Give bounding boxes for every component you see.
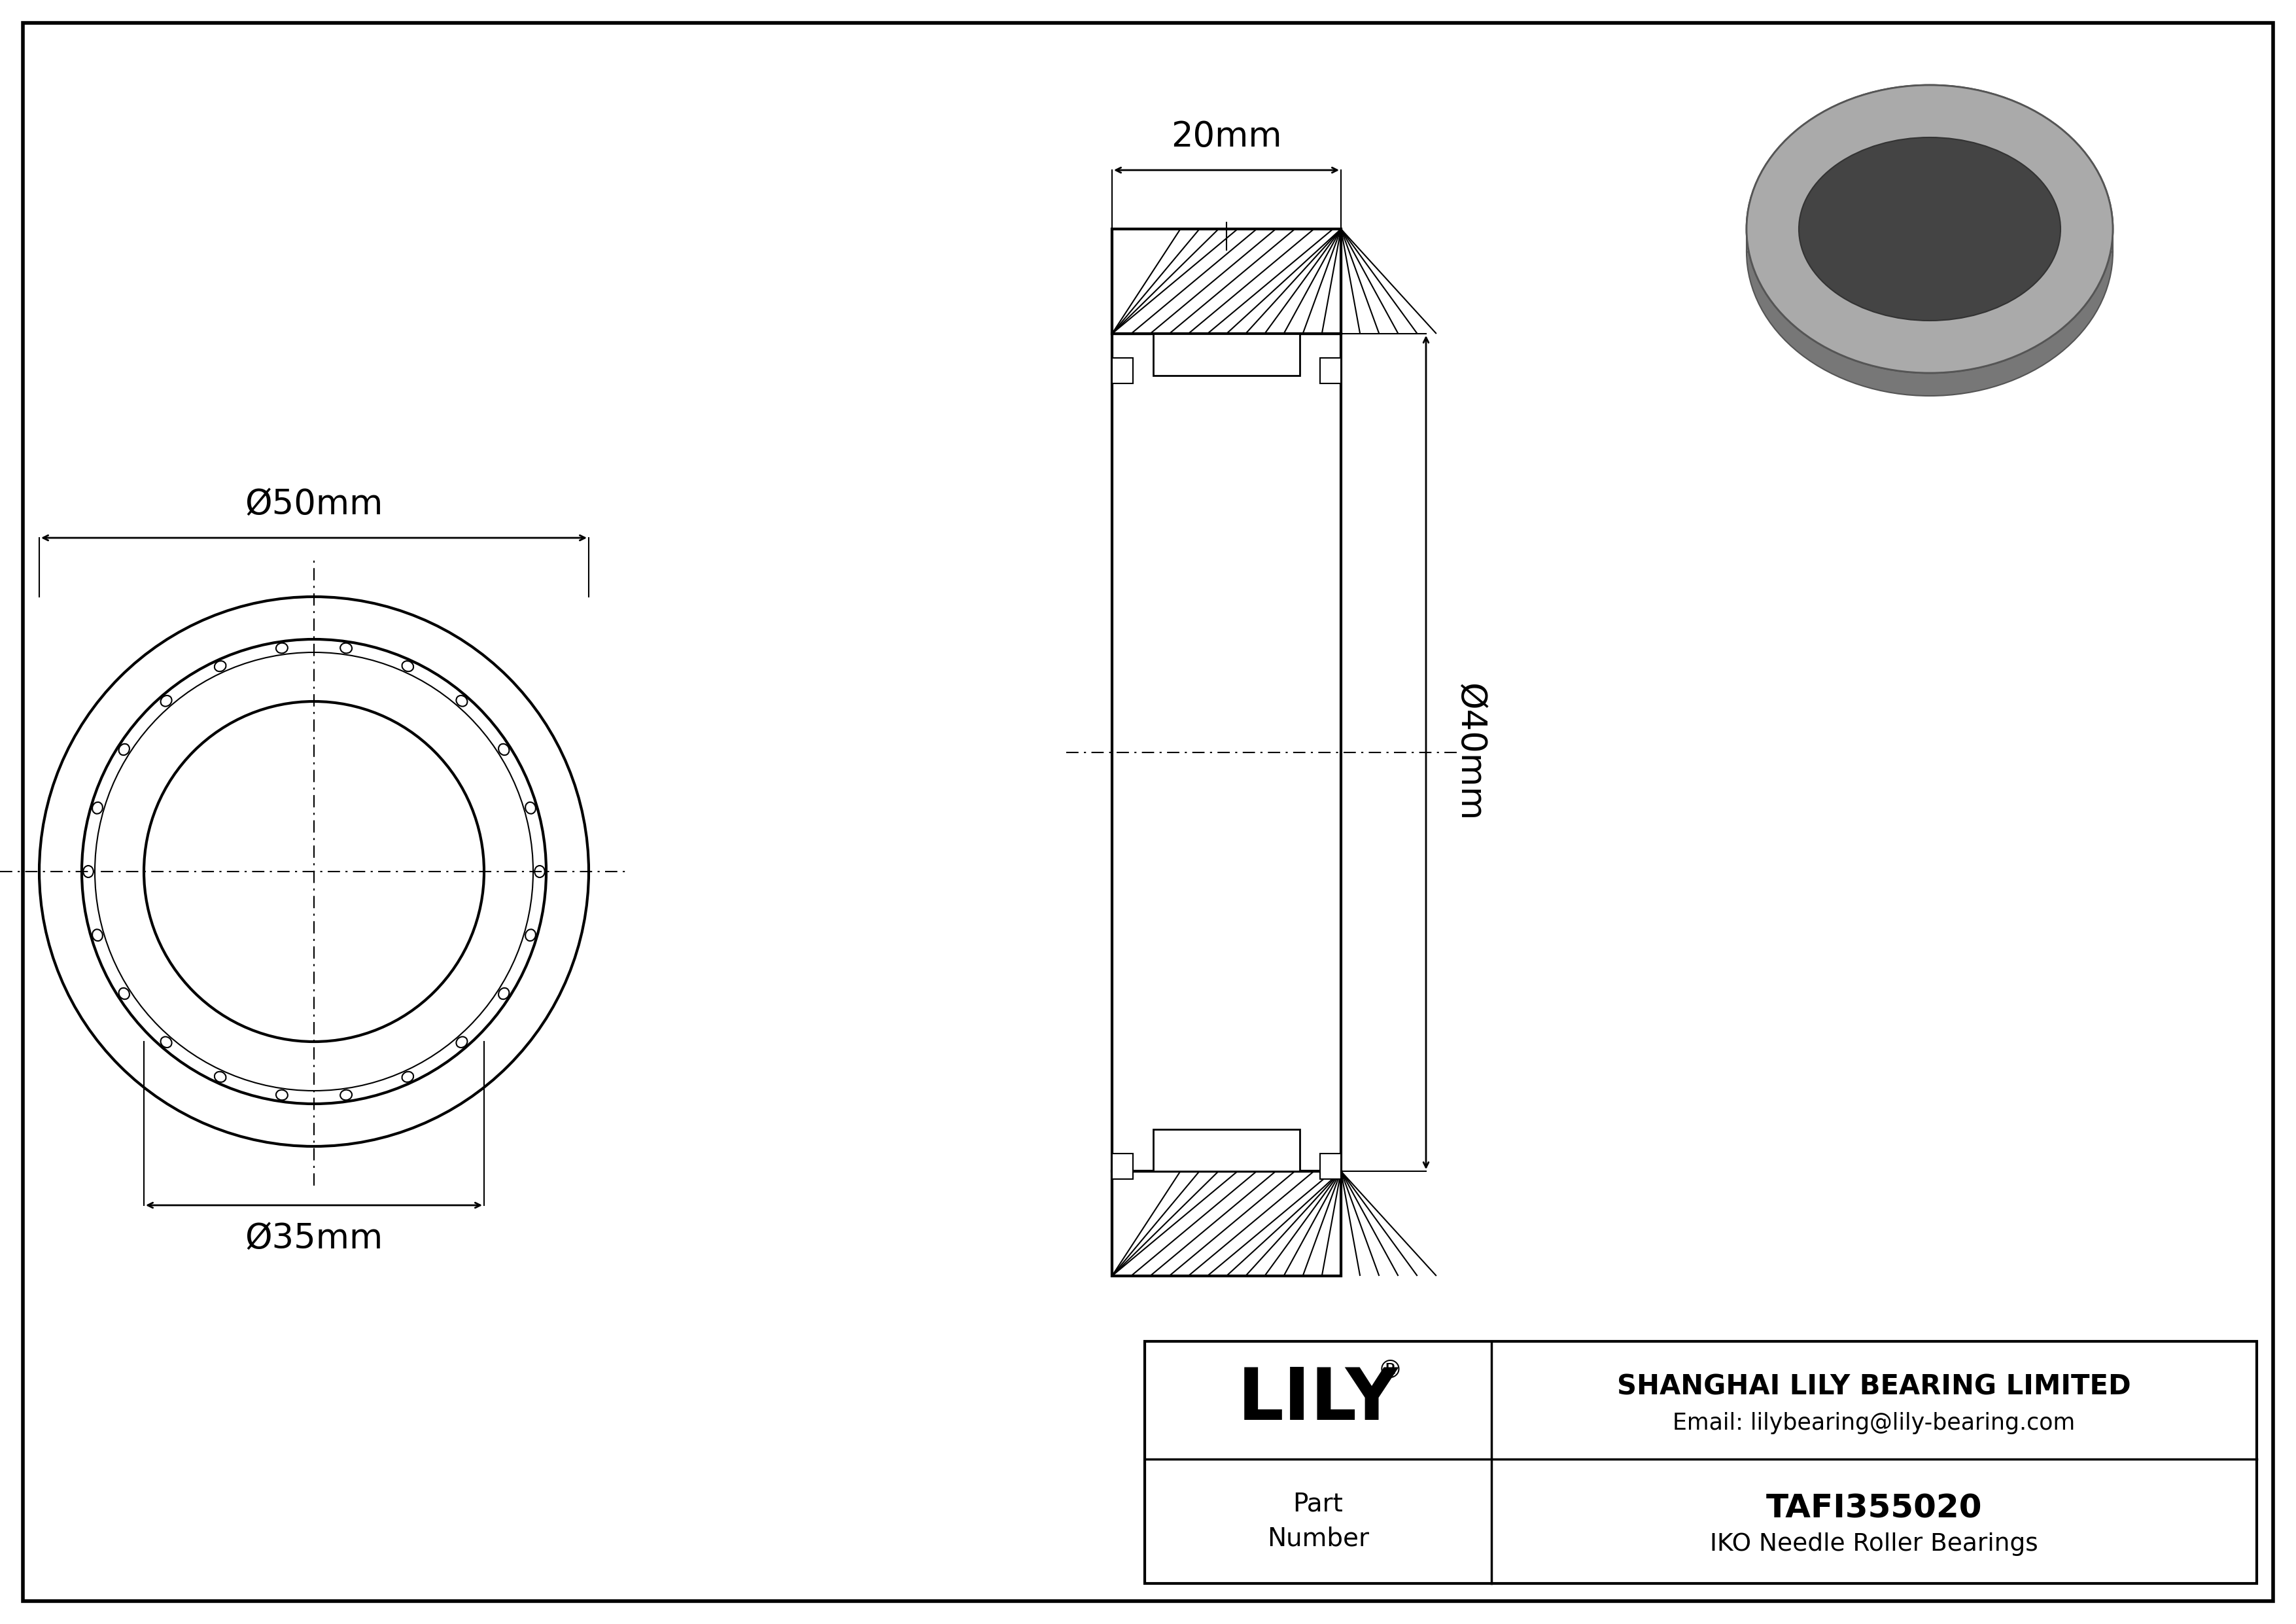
Text: ®: ® <box>1378 1358 1403 1384</box>
Ellipse shape <box>1747 84 2112 374</box>
Text: Part
Number: Part Number <box>1267 1491 1368 1551</box>
Bar <box>1146 1341 2257 1583</box>
Bar <box>1153 1129 1300 1171</box>
Ellipse shape <box>1747 107 2112 396</box>
Text: LILY: LILY <box>1238 1366 1398 1436</box>
Bar <box>1153 333 1300 375</box>
Bar <box>1111 229 1341 333</box>
Bar <box>1111 1171 1341 1276</box>
Ellipse shape <box>1798 138 2060 320</box>
Bar <box>1320 357 1341 383</box>
Text: TAFI355020: TAFI355020 <box>1766 1492 1981 1523</box>
Text: 20mm: 20mm <box>1171 120 1281 154</box>
Bar <box>1111 229 1341 1276</box>
Polygon shape <box>1747 229 2112 252</box>
Text: Ø50mm: Ø50mm <box>246 487 383 521</box>
Bar <box>1111 357 1132 383</box>
Ellipse shape <box>1798 149 2060 331</box>
Text: IKO Needle Roller Bearings: IKO Needle Roller Bearings <box>1711 1533 2039 1556</box>
Ellipse shape <box>1747 84 2112 374</box>
Text: Ø40mm: Ø40mm <box>1451 684 1486 822</box>
Text: SHANGHAI LILY BEARING LIMITED: SHANGHAI LILY BEARING LIMITED <box>1616 1374 2131 1402</box>
Text: Email: lilybearing@lily-bearing.com: Email: lilybearing@lily-bearing.com <box>1674 1411 2076 1434</box>
Bar <box>1111 1153 1132 1179</box>
Bar <box>1320 1153 1341 1179</box>
Text: Ø35mm: Ø35mm <box>246 1221 383 1255</box>
